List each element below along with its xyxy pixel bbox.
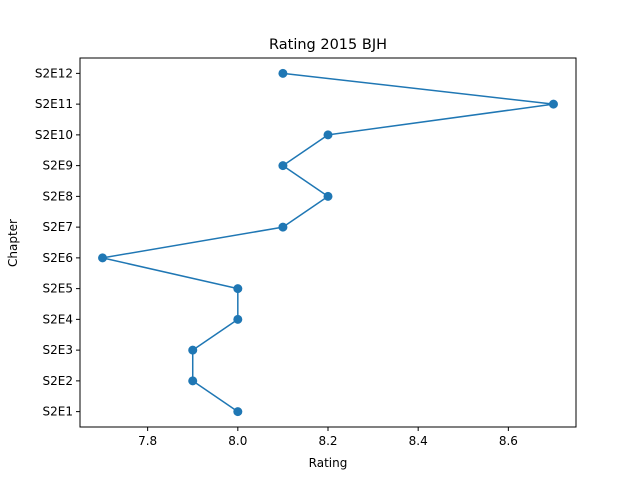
x-tick-label: 8.6 — [499, 434, 518, 448]
data-point — [98, 253, 108, 263]
y-tick-label: S2E5 — [43, 282, 73, 296]
y-axis-ticks: S2E1 S2E2 S2E3 S2E4 S2E5 S2E6 S2E7 S2E8 S2E9 S2E1… — [35, 66, 80, 419]
y-tick-label: S2E12 — [35, 66, 73, 80]
y-tick-label: S2E1 — [43, 405, 73, 419]
y-tick-label: S2E7 — [43, 220, 73, 234]
data-point — [278, 68, 288, 78]
data-point — [233, 407, 243, 417]
x-tick-label: 8.2 — [318, 434, 337, 448]
x-tick-label: 8.4 — [409, 434, 428, 448]
y-axis-label: Chapter — [6, 219, 20, 267]
series-line — [101, 72, 555, 413]
data-point — [548, 99, 558, 109]
data-point — [233, 284, 243, 294]
x-tick-label: 8.0 — [228, 434, 247, 448]
data-point — [278, 161, 288, 171]
y-tick-label: S2E2 — [43, 374, 73, 388]
data-point — [323, 191, 333, 201]
chart-title: Rating 2015 BJH — [269, 37, 387, 53]
series-layer — [98, 68, 558, 417]
plot-frame — [79, 57, 577, 428]
plot-area — [80, 58, 576, 427]
y-tick-label: S2E8 — [43, 189, 73, 203]
y-tick-label: S2E10 — [35, 128, 73, 142]
y-tick-label: S2E3 — [43, 343, 73, 357]
data-point — [323, 130, 333, 140]
y-tick-label: S2E11 — [35, 97, 73, 111]
x-tick-label: 7.8 — [138, 434, 157, 448]
x-axis-label: Rating — [309, 456, 348, 470]
data-point — [233, 314, 243, 324]
data-point — [188, 345, 198, 355]
x-axis-ticks: 7.8 8.0 8.2 8.4 8.6 — [138, 427, 518, 448]
y-tick-label: S2E9 — [43, 159, 73, 173]
y-tick-label: S2E4 — [43, 312, 73, 326]
data-point — [278, 222, 288, 232]
data-point — [188, 376, 198, 386]
y-tick-label: S2E6 — [43, 251, 73, 265]
